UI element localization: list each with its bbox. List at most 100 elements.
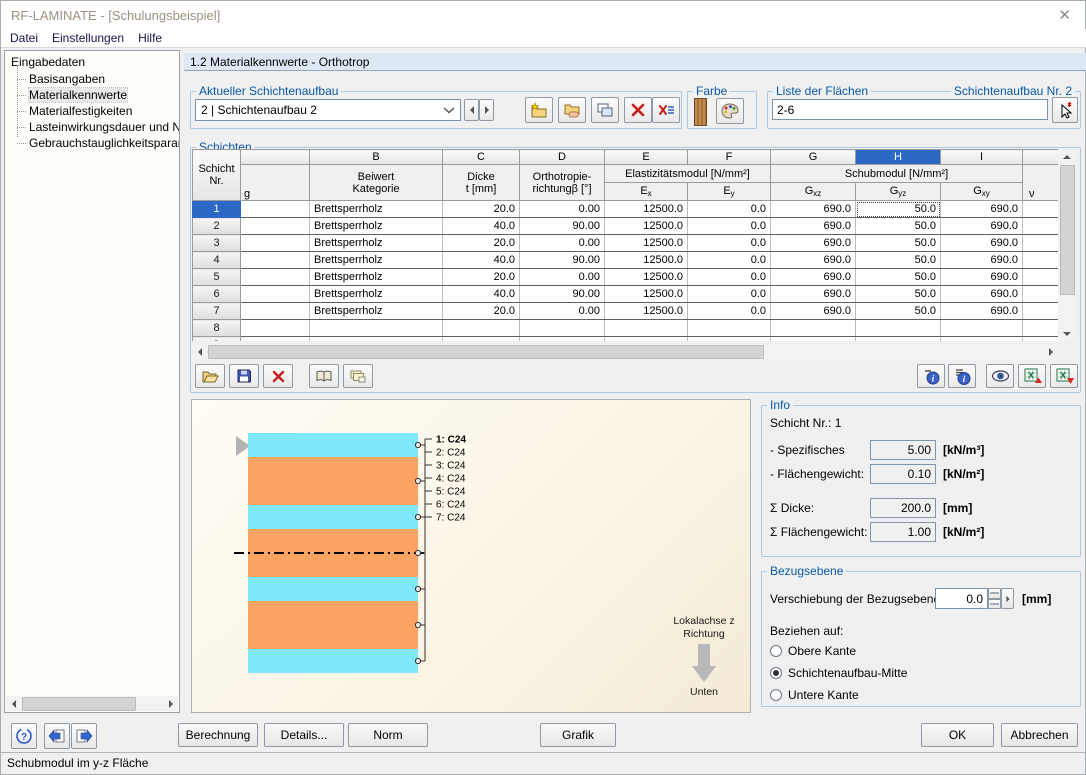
table-horizontal-scrollbar[interactable]: [192, 344, 1058, 359]
cell-gxz[interactable]: 690.0: [770, 200, 856, 218]
col-letter-b[interactable]: B: [309, 149, 443, 165]
shift-input[interactable]: [935, 588, 988, 609]
cell-kategorie[interactable]: Brettsperrholz: [309, 285, 443, 303]
layup-select[interactable]: 2 | Schichtenaufbau 2: [195, 99, 461, 121]
col-letter-e[interactable]: E: [604, 149, 688, 165]
col-letter-h-selected[interactable]: H: [855, 149, 941, 165]
cell-gyz[interactable]: 50.0: [855, 234, 941, 252]
cell-beta[interactable]: 90.00: [519, 217, 605, 235]
open-layup-button[interactable]: [195, 364, 225, 388]
cell-gxy[interactable]: 690.0: [940, 251, 1023, 269]
cell-gyz[interactable]: [855, 336, 941, 341]
cell-kategorie[interactable]: Brettsperrholz: [309, 268, 443, 286]
cell-beta[interactable]: 90.00: [519, 251, 605, 269]
copy-layup-button[interactable]: [591, 97, 619, 123]
cell-dicke[interactable]: 40.0: [442, 251, 520, 269]
view-button[interactable]: [986, 364, 1014, 388]
cell-ey[interactable]: 0.0: [687, 302, 771, 320]
cell-gyz[interactable]: 50.0: [855, 268, 941, 286]
row-number[interactable]: 2: [192, 217, 241, 235]
cell-a[interactable]: [240, 285, 310, 303]
cell-a[interactable]: [240, 217, 310, 235]
cell-gxz[interactable]: 690.0: [770, 302, 856, 320]
cell-gxy[interactable]: 690.0: [940, 234, 1023, 252]
cell-a[interactable]: [240, 302, 310, 320]
cell-last[interactable]: [1022, 336, 1058, 341]
row-number[interactable]: 6: [192, 285, 241, 303]
tree-horizontal-scrollbar[interactable]: [6, 696, 178, 711]
grafik-button[interactable]: Grafik: [540, 723, 616, 747]
surface-list-input[interactable]: [772, 99, 1048, 120]
help-button[interactable]: ?: [11, 723, 37, 749]
row-number[interactable]: 7: [192, 302, 241, 320]
delete-layup-button[interactable]: [624, 97, 652, 123]
cell-kategorie[interactable]: Brettsperrholz: [309, 302, 443, 320]
cell-dicke[interactable]: 40.0: [442, 217, 520, 235]
cell-ex[interactable]: 12500.0: [604, 234, 688, 252]
cell-gxz[interactable]: [770, 336, 856, 341]
cell-ex[interactable]: [604, 319, 688, 337]
cell-gxz[interactable]: 690.0: [770, 285, 856, 303]
cell-gxy[interactable]: 690.0: [940, 302, 1023, 320]
cell-gxz[interactable]: 690.0: [770, 217, 856, 235]
cell-kategorie[interactable]: [309, 319, 443, 337]
norm-button[interactable]: Norm: [348, 723, 428, 747]
cell-ey[interactable]: 0.0: [687, 234, 771, 252]
details-button[interactable]: Details...: [264, 723, 344, 747]
delete-all-layups-button[interactable]: [652, 97, 680, 123]
jump-previous-table-button[interactable]: [44, 723, 70, 749]
row-number[interactable]: 8: [192, 319, 241, 337]
cell-ey[interactable]: 0.0: [687, 251, 771, 269]
row-number[interactable]: 4: [192, 251, 241, 269]
sidebar-item-lasteinwirkungsdauer[interactable]: Lasteinwirkungsdauer und Nutz: [5, 119, 179, 135]
cell-gyz[interactable]: 50.0: [855, 302, 941, 320]
tree-root[interactable]: Eingabedaten: [11, 55, 86, 69]
cell-dicke[interactable]: 20.0: [442, 268, 520, 286]
info-layer-button[interactable]: i: [917, 364, 945, 388]
sidebar-item-gebrauchstauglichkeit[interactable]: Gebrauchstauglichkeitsparamet: [5, 135, 179, 151]
cell-gxz[interactable]: [770, 319, 856, 337]
cell-kategorie[interactable]: Brettsperrholz: [309, 251, 443, 269]
radio-untere-kante[interactable]: Untere Kante: [770, 688, 859, 702]
cell-gyz[interactable]: 50.0: [855, 285, 941, 303]
scroll-right-icon[interactable]: [163, 696, 178, 711]
cell-ey[interactable]: [687, 319, 771, 337]
cell-gxy[interactable]: 690.0: [940, 200, 1023, 218]
cell-dicke[interactable]: [442, 319, 520, 337]
cell-dicke[interactable]: [442, 336, 520, 341]
cell-beta[interactable]: 0.00: [519, 302, 605, 320]
new-layup-button[interactable]: [525, 97, 553, 123]
cell-ex[interactable]: 12500.0: [604, 251, 688, 269]
cell-kategorie[interactable]: Brettsperrholz: [309, 234, 443, 252]
radio-schichtenaufbau-mitte[interactable]: Schichtenaufbau-Mitte: [770, 666, 907, 680]
cell-dicke[interactable]: 40.0: [442, 285, 520, 303]
cell-last[interactable]: [1022, 251, 1058, 269]
cell-gxz[interactable]: 690.0: [770, 268, 856, 286]
cell-kategorie[interactable]: Brettsperrholz: [309, 200, 443, 218]
scroll-down-icon[interactable]: [1059, 326, 1074, 341]
cell-kategorie[interactable]: Brettsperrholz: [309, 217, 443, 235]
cell-beta[interactable]: [519, 319, 605, 337]
cell-ex[interactable]: 12500.0: [604, 302, 688, 320]
cell-ex[interactable]: [604, 336, 688, 341]
menu-datei[interactable]: Datei: [10, 31, 39, 45]
edit-layup-button[interactable]: [558, 97, 586, 123]
menu-einstellungen[interactable]: Einstellungen: [52, 31, 125, 45]
material-color-swatch[interactable]: [694, 98, 707, 126]
cell-ex[interactable]: 12500.0: [604, 285, 688, 303]
sidebar-item-materialfestigkeiten[interactable]: Materialfestigkeiten: [5, 103, 179, 119]
scroll-up-icon[interactable]: [1059, 149, 1074, 164]
material-library-button[interactable]: [309, 364, 339, 388]
table-vertical-scrollbar[interactable]: [1059, 149, 1075, 341]
cell-ex[interactable]: 12500.0: [604, 200, 688, 218]
save-layup-button[interactable]: [229, 364, 259, 388]
cell-gxy[interactable]: 690.0: [940, 268, 1023, 286]
col-letter-d[interactable]: D: [519, 149, 605, 165]
cell-a[interactable]: [240, 234, 310, 252]
cell-gyz[interactable]: 50.0: [855, 251, 941, 269]
cell-gxy[interactable]: 690.0: [940, 285, 1023, 303]
row-number[interactable]: 9: [192, 336, 241, 341]
cell-ey[interactable]: [687, 336, 771, 341]
shift-detail-button[interactable]: [1001, 588, 1014, 609]
cell-gyz[interactable]: 50.0: [855, 217, 941, 235]
